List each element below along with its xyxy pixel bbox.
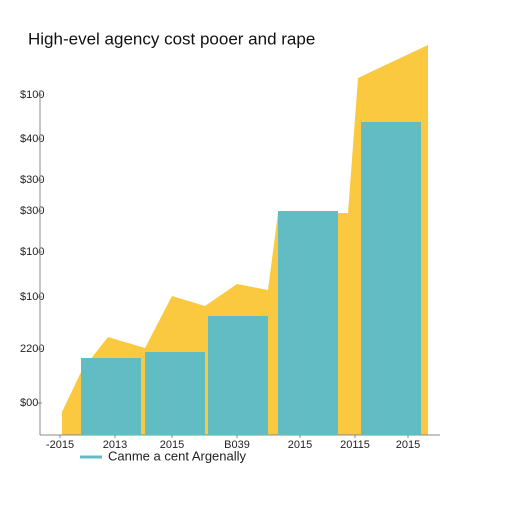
legend-label: Canme a cent Argenally <box>108 448 247 463</box>
y-tick-label: $100 <box>20 246 44 258</box>
y-tick-label: $300 <box>20 205 44 217</box>
bar <box>278 211 338 435</box>
x-tick-label: 20115 <box>340 439 370 451</box>
bar <box>361 122 421 435</box>
bar <box>208 316 268 435</box>
x-tick-label: -2015 <box>46 439 74 451</box>
y-tick-label: $300 <box>20 174 44 186</box>
bar <box>81 358 141 435</box>
y-tick-label: $100 <box>20 89 44 101</box>
y-tick-label: $00 <box>20 397 38 409</box>
y-tick-label: $100 <box>20 291 44 303</box>
x-tick-label: 2013 <box>103 439 127 451</box>
y-tick-label: 2200 <box>20 343 44 355</box>
x-tick-label: 2015 <box>288 439 312 451</box>
x-tick-label: 2015 <box>396 439 420 451</box>
y-tick-label: $400 <box>20 133 44 145</box>
chart-title: High-evel agency cost pooer and rape <box>28 29 315 48</box>
x-tick-label: 2015 <box>160 439 184 451</box>
bar <box>145 352 205 435</box>
x-tick-label: B039 <box>224 439 250 451</box>
